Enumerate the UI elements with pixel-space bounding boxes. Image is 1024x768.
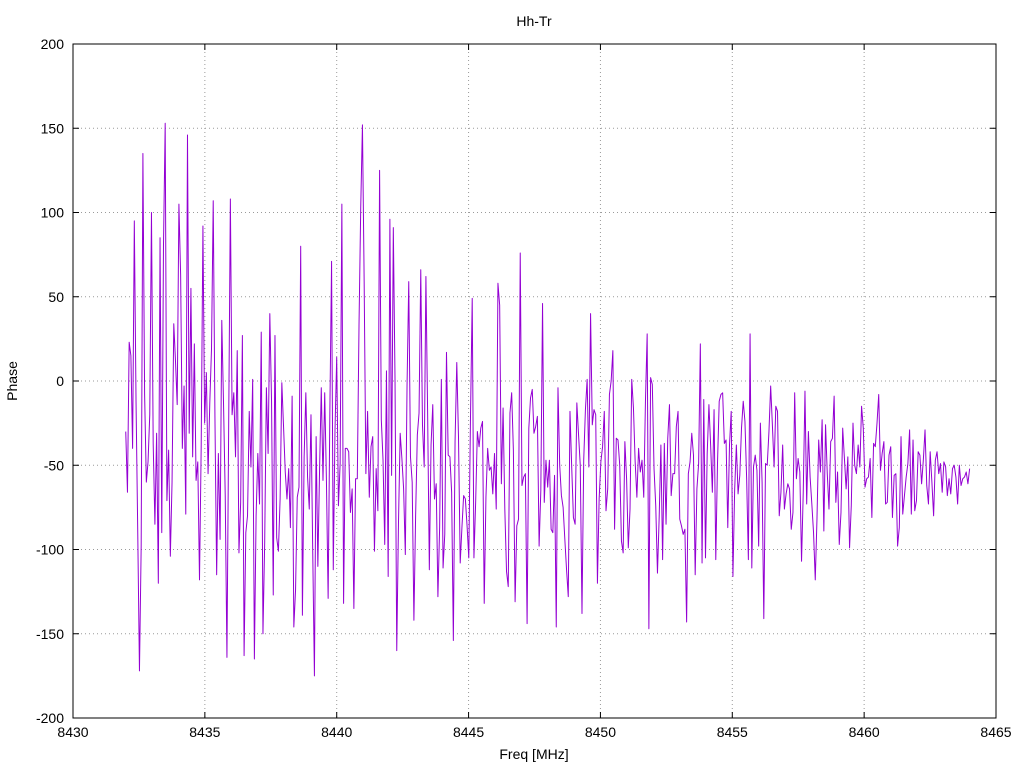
phase-series-line (125, 122, 971, 677)
x-tick-label: 8465 (980, 724, 1011, 740)
y-tick-label: -150 (36, 626, 64, 642)
chart-title: Hh-Tr (516, 13, 552, 29)
trace-layer (125, 122, 971, 677)
y-tick-label: 100 (41, 205, 65, 221)
y-axis-label: Phase (4, 361, 20, 401)
y-tick-label: -50 (44, 457, 64, 473)
y-tick-label: 150 (41, 120, 65, 136)
x-tick-label: 8430 (57, 724, 88, 740)
x-axis-label: Freq [MHz] (499, 746, 568, 762)
grid-layer (73, 44, 996, 718)
x-tick-label: 8450 (585, 724, 616, 740)
y-tick-label: -200 (36, 710, 64, 726)
label-layer: 8430 8435 8440 8445 8450 8455 8460 8465 200 150 10… (36, 36, 1012, 740)
y-tick-label: 0 (56, 373, 64, 389)
y-tick-label: 50 (48, 289, 64, 305)
tick-layer (72, 43, 997, 719)
x-tick-label: 8455 (717, 724, 748, 740)
y-tick-label: 200 (41, 36, 65, 52)
x-tick-label: 8445 (453, 724, 484, 740)
x-tick-label: 8435 (189, 724, 220, 740)
x-tick-label: 8460 (849, 724, 880, 740)
x-tick-label: 8440 (321, 724, 352, 740)
y-tick-label: -100 (36, 542, 64, 558)
